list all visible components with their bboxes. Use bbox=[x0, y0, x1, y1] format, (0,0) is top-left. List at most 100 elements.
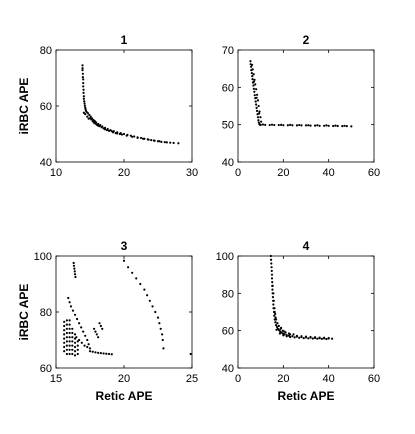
data-point bbox=[65, 336, 68, 339]
data-point bbox=[281, 332, 284, 335]
data-point bbox=[83, 100, 86, 103]
data-point bbox=[253, 90, 256, 93]
data-point bbox=[282, 124, 285, 127]
data-point bbox=[270, 269, 273, 273]
data-point bbox=[318, 124, 321, 127]
data-point bbox=[68, 319, 71, 322]
data-point bbox=[76, 352, 79, 356]
data-point bbox=[73, 273, 77, 276]
y-axis-label: iRBC APE bbox=[17, 78, 31, 135]
x-tick-label: 40 bbox=[323, 373, 335, 385]
data-point bbox=[68, 323, 71, 326]
data-point bbox=[300, 335, 303, 338]
data-point bbox=[327, 124, 330, 127]
data-point bbox=[271, 281, 274, 284]
data-point bbox=[63, 320, 66, 323]
data-point bbox=[274, 312, 277, 315]
data-point bbox=[277, 123, 280, 127]
data-point bbox=[65, 352, 68, 356]
data-point bbox=[313, 336, 317, 339]
data-point bbox=[74, 275, 77, 279]
plot-area-frame bbox=[55, 49, 193, 163]
data-point bbox=[271, 284, 274, 287]
data-point bbox=[255, 88, 258, 91]
data-point bbox=[102, 127, 105, 130]
data-point bbox=[264, 123, 267, 126]
data-point bbox=[281, 329, 284, 332]
data-point bbox=[259, 123, 262, 126]
data-point bbox=[273, 314, 276, 317]
data-point bbox=[269, 254, 272, 258]
data-point bbox=[63, 345, 66, 349]
data-point bbox=[65, 348, 68, 351]
data-point bbox=[88, 350, 92, 353]
data-point bbox=[325, 337, 328, 341]
y-tick-label: 60 bbox=[40, 101, 52, 113]
data-point bbox=[84, 334, 87, 337]
y-tick-label: 100 bbox=[216, 251, 234, 263]
data-point bbox=[275, 328, 278, 331]
subplot-title: 4 bbox=[303, 239, 310, 253]
data-point bbox=[189, 352, 192, 356]
data-point bbox=[67, 296, 70, 300]
data-point bbox=[177, 142, 180, 145]
data-point bbox=[141, 137, 145, 140]
data-point bbox=[336, 124, 339, 128]
data-point bbox=[151, 305, 154, 308]
data-point bbox=[73, 345, 77, 349]
data-point bbox=[86, 112, 90, 115]
y-tick-label: 50 bbox=[222, 120, 234, 132]
data-point bbox=[107, 352, 111, 356]
data-point bbox=[110, 130, 113, 133]
data-point bbox=[250, 63, 254, 67]
data-point bbox=[82, 95, 85, 98]
data-point bbox=[84, 113, 87, 116]
data-point bbox=[273, 123, 276, 127]
y-tick-label: 60 bbox=[222, 82, 234, 94]
data-point bbox=[270, 277, 274, 280]
data-point bbox=[81, 76, 84, 79]
data-point bbox=[300, 124, 303, 127]
data-point bbox=[86, 345, 89, 349]
data-point bbox=[158, 140, 161, 143]
data-point bbox=[276, 322, 279, 325]
data-point bbox=[68, 344, 71, 347]
data-point bbox=[261, 123, 265, 126]
data-point bbox=[76, 340, 79, 343]
x-tick-label: 40 bbox=[323, 167, 335, 179]
data-point bbox=[252, 80, 255, 83]
data-point bbox=[254, 83, 257, 86]
data-point bbox=[126, 266, 130, 269]
data-point bbox=[100, 126, 103, 129]
data-point bbox=[255, 93, 259, 96]
data-point bbox=[343, 124, 346, 127]
data-point bbox=[311, 337, 314, 340]
y-tick-label: 40 bbox=[40, 157, 52, 169]
data-point bbox=[274, 323, 278, 327]
data-point bbox=[86, 338, 89, 342]
data-point bbox=[118, 132, 122, 136]
data-point bbox=[136, 136, 139, 140]
data-point bbox=[289, 123, 292, 126]
data-point bbox=[253, 78, 256, 81]
data-point bbox=[92, 121, 96, 124]
data-point bbox=[71, 336, 74, 339]
data-point bbox=[102, 352, 105, 355]
plot-area-frame bbox=[237, 255, 375, 369]
data-point bbox=[252, 73, 255, 76]
y-tick-label: 70 bbox=[222, 45, 234, 57]
data-point bbox=[81, 64, 84, 67]
data-point bbox=[93, 120, 96, 123]
data-point bbox=[133, 135, 136, 138]
data-point bbox=[88, 113, 91, 117]
data-point bbox=[71, 344, 74, 347]
data-point bbox=[271, 295, 275, 299]
y-tick-label: 40 bbox=[222, 157, 234, 169]
data-point bbox=[251, 68, 254, 71]
data-point bbox=[99, 324, 102, 328]
data-point bbox=[120, 133, 124, 136]
data-point bbox=[94, 351, 97, 354]
data-point bbox=[97, 336, 100, 339]
